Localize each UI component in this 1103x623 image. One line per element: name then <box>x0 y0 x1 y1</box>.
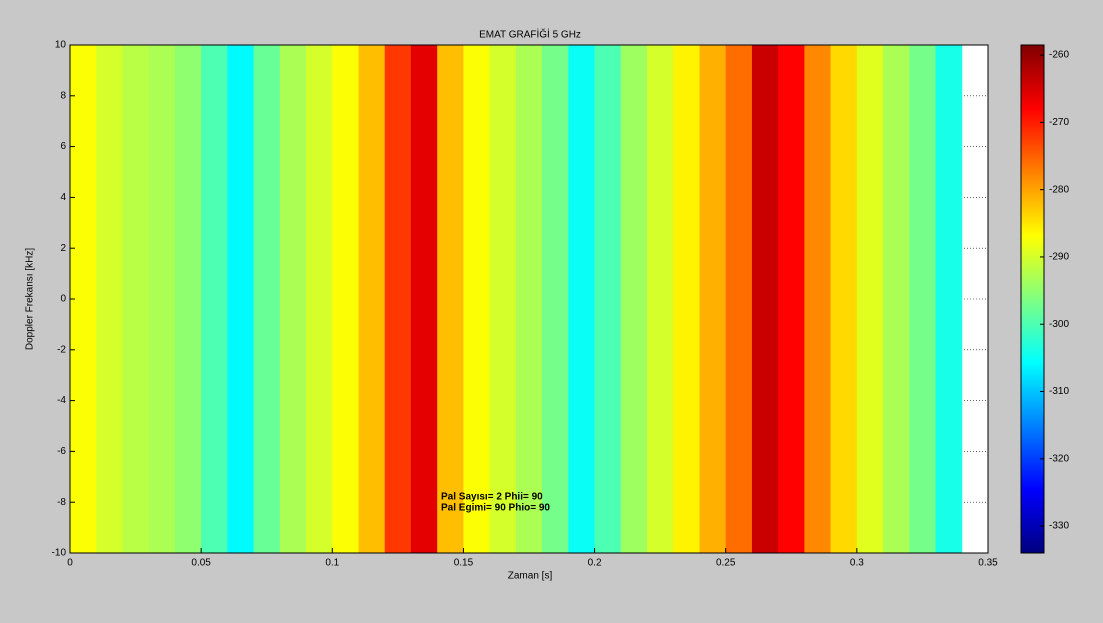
x-tick-label: 0 <box>67 558 73 569</box>
x-tick-label: 0.15 <box>454 558 474 569</box>
y-tick-label: 2 <box>60 243 66 254</box>
y-tick-label: 6 <box>60 141 66 152</box>
heatmap-cell <box>463 45 491 553</box>
heatmap-cell <box>699 45 727 553</box>
x-tick-label: 0.25 <box>716 558 736 569</box>
heatmap-cell <box>909 45 937 553</box>
y-tick-label: -8 <box>57 497 66 508</box>
heatmap-cell <box>96 45 123 553</box>
y-tick-label: 0 <box>60 294 66 305</box>
colorbar-tick-label: -320 <box>1049 453 1069 464</box>
annotation: Pal Sayısı= 2 Phii= 90 <box>441 492 543 503</box>
heatmap-cell <box>883 45 910 553</box>
colorbar-tick-label: -310 <box>1049 386 1069 397</box>
y-axis-label: Doppler Frekansı [kHz] <box>25 248 36 350</box>
colorbar <box>1020 44 1045 554</box>
heatmap-cell <box>253 45 281 553</box>
y-tick-label: -2 <box>57 344 66 355</box>
heatmap-cell <box>542 45 569 553</box>
heatmap-cell <box>306 45 333 553</box>
y-tick-label: 4 <box>60 192 66 203</box>
colorbar-tick-label: -270 <box>1049 117 1069 128</box>
heatmap-cell <box>174 45 202 553</box>
heatmap-cell <box>358 45 386 553</box>
x-tick-label: 0.2 <box>588 558 602 569</box>
heatmap-cell <box>122 45 150 553</box>
heatmap-cell <box>778 45 805 553</box>
heatmap-cell <box>201 45 228 553</box>
heatmap-cell <box>673 45 700 553</box>
heatmap-cell <box>227 45 255 553</box>
heatmap-cell <box>751 45 779 553</box>
y-tick-label: -6 <box>57 446 66 457</box>
heatmap-cell <box>489 45 517 553</box>
heatmap-cell <box>437 45 464 553</box>
heatmap-cell <box>804 45 832 553</box>
y-tick-label: 8 <box>60 90 66 101</box>
x-tick-label: 0.3 <box>850 558 864 569</box>
heatmap-cell <box>410 45 438 553</box>
x-axis-label: Zaman [s] <box>508 571 553 582</box>
heatmap-cell <box>515 45 543 553</box>
y-tick-label: -10 <box>52 548 67 559</box>
x-tick-label: 0.05 <box>191 558 211 569</box>
colorbar-tick-label: -300 <box>1049 319 1069 330</box>
chart-title: EMAT GRAFİĞİ 5 GHz <box>479 28 581 41</box>
annotation: Pal Egimi= 90 Phio= 90 <box>441 503 550 514</box>
heatmap-cell <box>856 45 884 553</box>
heatmap-cell <box>594 45 622 553</box>
heatmap-cell <box>384 45 412 553</box>
heatmap-cell <box>620 45 648 553</box>
heatmap-cell <box>647 45 674 553</box>
heatmap-cell <box>568 45 596 553</box>
heatmap-cell <box>148 45 176 553</box>
heatmap-cell <box>725 45 753 553</box>
colorbar-tick-label: -290 <box>1049 252 1069 263</box>
heatmap-cell <box>830 45 858 553</box>
heatmap-cell <box>279 45 307 553</box>
y-tick-label: -4 <box>57 395 66 406</box>
colorbar-tick-label: -330 <box>1049 521 1069 532</box>
colorbar-tick-label: -280 <box>1049 184 1069 195</box>
heatmap-cell <box>332 45 360 553</box>
colorbar-tick-label: -260 <box>1049 50 1069 61</box>
heatmap-cell <box>935 45 963 553</box>
y-tick-label: 10 <box>55 40 67 51</box>
x-tick-label: 0.35 <box>978 558 998 569</box>
x-tick-label: 0.1 <box>325 558 339 569</box>
